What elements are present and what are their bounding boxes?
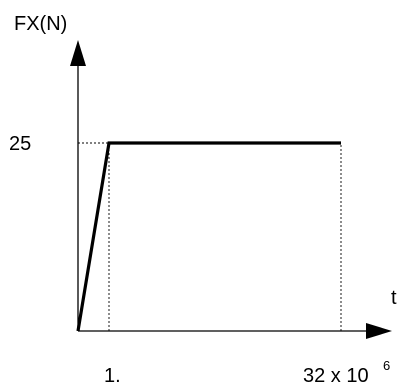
x-tick-label-1: 1. [104,365,121,387]
x-axis-arrowhead [366,323,392,339]
x-tick-label-32: 32 x 10 [303,365,369,387]
y-tick-label-25: 25 [9,133,31,155]
axes [70,40,392,339]
y-axis-arrowhead [70,40,86,66]
y-axis-label: FX(N) [14,13,67,35]
x-tick-label-exponent: 6 [383,358,390,373]
force-series-line [76,141,341,332]
x-axis-label: t [391,287,397,309]
reference-lines [78,142,342,331]
